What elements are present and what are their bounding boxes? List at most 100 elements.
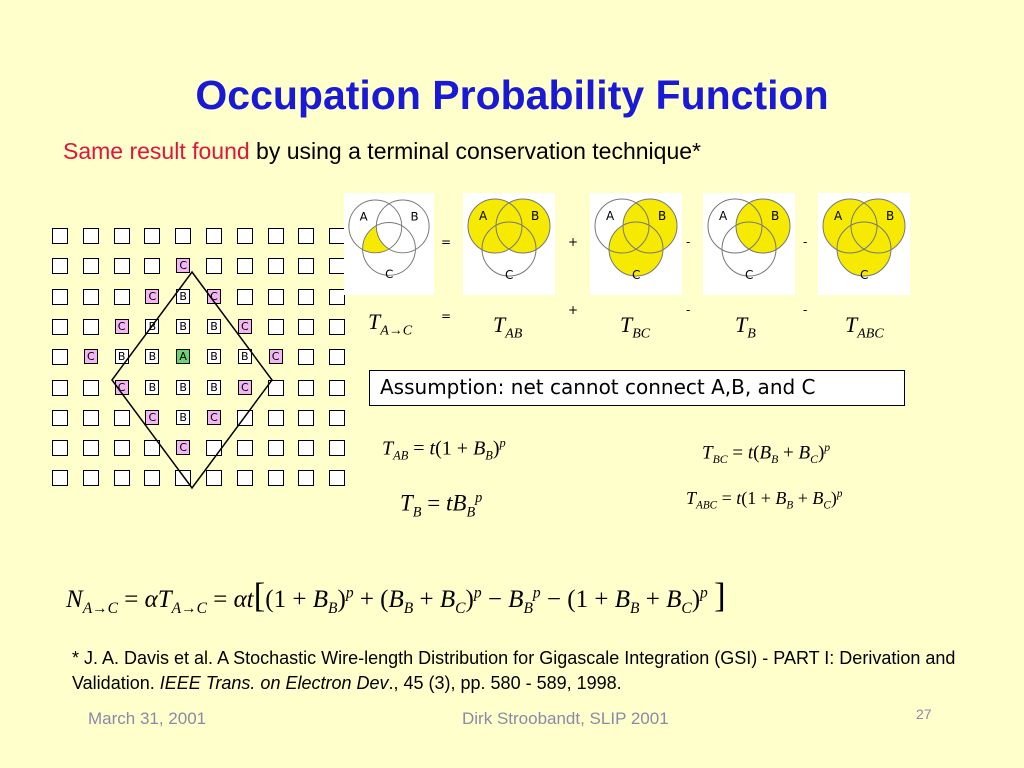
term-op-1: = bbox=[441, 309, 452, 323]
grid-cell-empty bbox=[329, 288, 346, 305]
venn-label-c: C bbox=[632, 268, 640, 282]
grid-cell-empty bbox=[298, 440, 315, 457]
grid-cell-empty bbox=[236, 470, 253, 487]
grid-cell-empty bbox=[144, 470, 161, 487]
venn-diagram-3: A B C bbox=[590, 193, 682, 295]
grid-cell-empty bbox=[144, 440, 161, 457]
grid-cell-empty bbox=[267, 318, 284, 335]
grid-cell-empty bbox=[113, 258, 130, 275]
grid-cell-b: B bbox=[176, 318, 191, 334]
venn-op-2: + bbox=[568, 235, 579, 249]
grid-cell-empty bbox=[52, 440, 68, 457]
venn-label-a: A bbox=[719, 209, 728, 223]
equation-t-ab: TAB = t(1 + BB)p bbox=[382, 436, 506, 463]
grid-cell-empty bbox=[113, 470, 130, 487]
venn-label-c: C bbox=[860, 268, 868, 282]
grid-cell-empty bbox=[329, 258, 346, 275]
grid-cell-empty bbox=[267, 258, 284, 275]
grid-cell-empty bbox=[267, 288, 284, 305]
grid-cell-empty bbox=[52, 379, 68, 396]
grid-cell-empty bbox=[82, 258, 99, 275]
grid-cell-empty bbox=[236, 258, 253, 275]
grid-cell-c: C bbox=[237, 379, 252, 395]
grid-cell-b: B bbox=[114, 349, 129, 365]
grid-cell-empty bbox=[298, 470, 315, 487]
diamond-outline bbox=[111, 270, 273, 490]
venn-op-1: = bbox=[441, 235, 452, 249]
grid-cell-empty bbox=[329, 318, 346, 335]
grid-cell-empty bbox=[236, 228, 253, 244]
grid-cell-c: C bbox=[268, 349, 283, 365]
grid-cell-empty bbox=[82, 379, 99, 396]
venn-label-b: B bbox=[411, 210, 419, 224]
equation-t-abc: TABC = t(1 + BB + BC)p bbox=[686, 488, 843, 512]
grid-cell-b: B bbox=[207, 349, 221, 365]
grid-cell-empty bbox=[52, 258, 68, 275]
venn-diagram-5: A B C bbox=[818, 193, 910, 295]
grid-cell-empty bbox=[267, 379, 284, 396]
subtitle-highlight: Same result found bbox=[63, 138, 250, 164]
grid-cell-c: C bbox=[176, 258, 191, 274]
grid-cell-empty bbox=[267, 228, 284, 244]
venn-label-c: C bbox=[385, 267, 393, 281]
term-t-ab: TAB bbox=[493, 312, 523, 342]
venn-label-a: A bbox=[606, 209, 615, 223]
grid-cell-empty bbox=[82, 318, 99, 335]
grid-cell-empty bbox=[206, 258, 222, 275]
term-t-a-to-c: TA→C bbox=[368, 309, 413, 339]
grid-cell-empty bbox=[206, 470, 222, 487]
venn-label-a: A bbox=[834, 209, 843, 223]
grid-cell-empty bbox=[113, 440, 130, 457]
grid-cell-empty bbox=[298, 258, 315, 275]
grid-cell-empty bbox=[329, 379, 346, 396]
assumption-box: Assumption: net cannot connect A,B, and … bbox=[369, 370, 905, 406]
grid-cell-empty bbox=[236, 288, 253, 305]
grid-cell-empty bbox=[52, 470, 68, 487]
grid-cell-empty bbox=[113, 409, 130, 426]
grid-cell-b: B bbox=[207, 318, 221, 334]
grid-cell-c: C bbox=[207, 409, 221, 425]
equation-n-a-to-c: NA→C = αTA→C = αt[(1 + BB)p + (BB + BC)p… bbox=[66, 576, 726, 617]
subtitle-rest: by using a terminal conservation techniq… bbox=[249, 138, 701, 164]
grid-cell-empty bbox=[298, 318, 315, 335]
venn-diagram-2: A B C bbox=[463, 193, 555, 295]
grid-cell-c: C bbox=[237, 318, 252, 334]
grid-cell-c: C bbox=[145, 288, 160, 304]
venn-label-b: B bbox=[771, 209, 779, 223]
term-t-abc: TABC bbox=[845, 312, 884, 342]
slide-title: Occupation Probability Function bbox=[195, 72, 829, 118]
term-op-2: + bbox=[568, 303, 579, 317]
venn-diagram-4: A B C bbox=[703, 193, 795, 295]
grid-cell-b: B bbox=[145, 379, 160, 395]
grid-cell-empty bbox=[52, 318, 68, 335]
venn-diagram-1: A B C bbox=[344, 193, 434, 295]
footer-author: Dirk Stroobandt, SLIP 2001 bbox=[462, 709, 669, 728]
equation-t-b: TB = tBBp bbox=[400, 490, 483, 521]
grid-cell-empty bbox=[267, 440, 284, 457]
venn-label-b: B bbox=[658, 209, 666, 223]
grid-cell-empty bbox=[329, 409, 346, 426]
grid-cell-b: B bbox=[145, 349, 160, 365]
subtitle: Same result found by using a terminal co… bbox=[63, 138, 701, 165]
grid-cell-empty bbox=[236, 440, 253, 457]
grid-cell-b: B bbox=[176, 409, 191, 425]
term-t-b: TB bbox=[735, 312, 756, 342]
equation-t-bc: TBC = t(BB + BC)p bbox=[702, 441, 831, 467]
grid-cell-empty bbox=[52, 349, 68, 366]
grid-cell-b: B bbox=[176, 379, 191, 395]
grid-cell-empty bbox=[298, 409, 315, 426]
grid-cell-empty bbox=[175, 228, 192, 244]
term-t-bc: TBC bbox=[620, 312, 651, 342]
grid-cell-empty bbox=[82, 409, 99, 426]
grid-cell-c: C bbox=[207, 288, 221, 304]
grid-cell-empty bbox=[52, 228, 68, 244]
grid-cell-empty bbox=[52, 288, 68, 305]
venn-label-b: B bbox=[886, 209, 894, 223]
grid-cell-empty bbox=[298, 349, 315, 366]
grid-cell-b: B bbox=[237, 349, 252, 365]
grid-cell-empty bbox=[329, 470, 346, 487]
term-op-3: - bbox=[686, 303, 691, 317]
grid-cell-a: A bbox=[176, 349, 191, 365]
grid-cell-empty bbox=[113, 288, 130, 305]
